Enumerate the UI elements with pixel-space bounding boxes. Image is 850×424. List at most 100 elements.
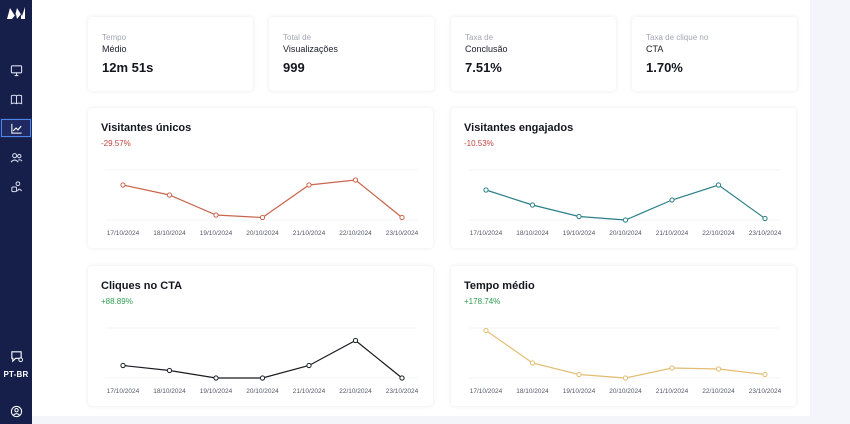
language-selector[interactable]: PT-BR [3, 370, 29, 379]
chart-card-cta-clicks: Cliques no CTA +88.89% 17/10/2024 18/10/2… [88, 266, 433, 406]
sidebar-item-monitor[interactable] [0, 60, 32, 80]
chart-card-unique-visitors: Visitantes únicos -29.57% 17/10/2024 18/1… [88, 108, 433, 248]
chart-title: Visitantes únicos [101, 122, 192, 134]
data-point[interactable] [576, 213, 582, 220]
x-tick-label: 20/10/2024 [609, 230, 642, 237]
sidebar-item-support[interactable] [0, 346, 32, 366]
x-tick-label: 23/10/2024 [386, 230, 419, 237]
data-point[interactable] [669, 197, 675, 203]
data-point[interactable] [622, 217, 629, 223]
data-point[interactable] [529, 360, 536, 366]
line-chart: 17/10/2024 18/10/2024 19/10/2024 20/10/2024… [106, 327, 419, 395]
stat-label-line1: Total de [283, 33, 312, 42]
x-tick-label: 18/10/2024 [153, 230, 186, 237]
chart-change: -10.53% [464, 139, 494, 148]
x-tick-label: 21/10/2024 [656, 230, 689, 237]
data-point[interactable] [166, 192, 173, 198]
x-tick-label: 23/10/2024 [749, 230, 782, 237]
data-point[interactable] [529, 202, 536, 208]
x-tick-label: 19/10/2024 [200, 230, 233, 237]
data-point[interactable] [213, 212, 219, 218]
data-point[interactable] [259, 375, 266, 381]
sidebar-item-library[interactable] [0, 89, 32, 109]
stat-card-completion-rate: Taxa de Conclusão 7.51% [451, 17, 616, 91]
x-tick-label: 23/10/2024 [386, 388, 419, 395]
series-line [485, 330, 766, 379]
data-point[interactable] [399, 375, 405, 381]
chart-title: Visitantes engajados [464, 122, 574, 134]
x-tick-label: 22/10/2024 [702, 388, 735, 395]
x-tick-label: 17/10/2024 [470, 388, 503, 395]
x-tick-label: 17/10/2024 [470, 230, 503, 237]
line-chart: 17/10/2024 18/10/2024 19/10/2024 20/10/2024… [469, 169, 782, 237]
line-chart: 17/10/2024 18/10/2024 19/10/2024 20/10/2024… [469, 327, 782, 395]
data-point[interactable] [352, 177, 359, 183]
stat-card-avg-time: Tempo Médio 12m 51s [88, 17, 253, 91]
settings-users-icon [10, 180, 22, 192]
line-chart: 17/10/2024 18/10/2024 19/10/2024 20/10/2024… [106, 169, 419, 237]
stat-value: 1.70% [646, 60, 683, 75]
x-tick-label: 23/10/2024 [749, 388, 782, 395]
x-tick-label: 21/10/2024 [293, 388, 326, 395]
data-point[interactable] [306, 182, 312, 188]
book-icon [10, 94, 22, 104]
x-tick-label: 20/10/2024 [246, 388, 279, 395]
analytics-icon [10, 123, 22, 134]
chart-title: Tempo médio [464, 280, 535, 292]
data-point[interactable] [352, 337, 359, 344]
data-point[interactable] [306, 362, 312, 369]
data-point[interactable] [669, 365, 675, 371]
stat-label-line1: Taxa de [465, 33, 494, 42]
data-point[interactable] [259, 214, 266, 221]
stat-label-line2: Médio [102, 44, 127, 54]
data-point[interactable] [622, 375, 629, 381]
x-tick-label: 20/10/2024 [609, 388, 642, 395]
stat-value: 999 [283, 60, 305, 75]
x-tick-label: 22/10/2024 [702, 230, 735, 237]
chat-icon [10, 350, 23, 362]
x-tick-label: 22/10/2024 [339, 230, 372, 237]
stat-value: 7.51% [465, 60, 502, 75]
page-gutter-bottom [32, 416, 850, 424]
data-point[interactable] [715, 366, 722, 372]
sidebar-item-users[interactable] [0, 147, 32, 167]
x-tick-label: 19/10/2024 [563, 388, 596, 395]
sidebar: PT-BR [0, 0, 32, 424]
x-tick-label: 19/10/2024 [200, 388, 233, 395]
x-tick-label: 18/10/2024 [516, 230, 549, 237]
stat-value: 12m 51s [102, 60, 154, 75]
monitor-icon [10, 64, 22, 76]
chart-change: +88.89% [101, 297, 133, 306]
x-tick-label: 17/10/2024 [107, 230, 140, 237]
x-tick-label: 18/10/2024 [153, 388, 186, 395]
stat-label-line2: CTA [646, 44, 664, 54]
series-line [485, 184, 766, 221]
sidebar-item-analytics[interactable] [0, 118, 32, 138]
sidebar-item-team-settings[interactable] [0, 176, 32, 196]
chart-card-avg-time: Tempo médio +178.74% 17/10/2024 18/10/202… [451, 266, 796, 406]
x-tick-label: 19/10/2024 [563, 230, 596, 237]
chart-card-engaged-visitors: Visitantes engajados -10.53% 17/10/2024 1… [451, 108, 796, 248]
x-tick-label: 17/10/2024 [107, 388, 140, 395]
data-point[interactable] [762, 371, 768, 378]
x-tick-label: 21/10/2024 [293, 230, 326, 237]
stat-label-line2: Visualizações [283, 44, 338, 54]
page-gutter [810, 0, 850, 424]
data-point[interactable] [120, 362, 126, 369]
series-line [122, 179, 403, 219]
data-point[interactable] [483, 187, 489, 193]
data-point[interactable] [715, 182, 722, 188]
logo-icon[interactable] [6, 6, 26, 20]
data-point[interactable] [762, 215, 768, 222]
data-point[interactable] [399, 214, 405, 221]
profile-icon [10, 405, 22, 417]
data-point[interactable] [120, 182, 126, 188]
x-tick-label: 18/10/2024 [516, 388, 549, 395]
sidebar-item-profile[interactable] [0, 401, 32, 421]
data-point[interactable] [213, 375, 219, 381]
data-point[interactable] [166, 367, 173, 374]
data-point[interactable] [483, 327, 489, 334]
x-tick-label: 22/10/2024 [339, 388, 372, 395]
data-point[interactable] [576, 371, 582, 378]
chart-change: +178.74% [464, 297, 501, 306]
